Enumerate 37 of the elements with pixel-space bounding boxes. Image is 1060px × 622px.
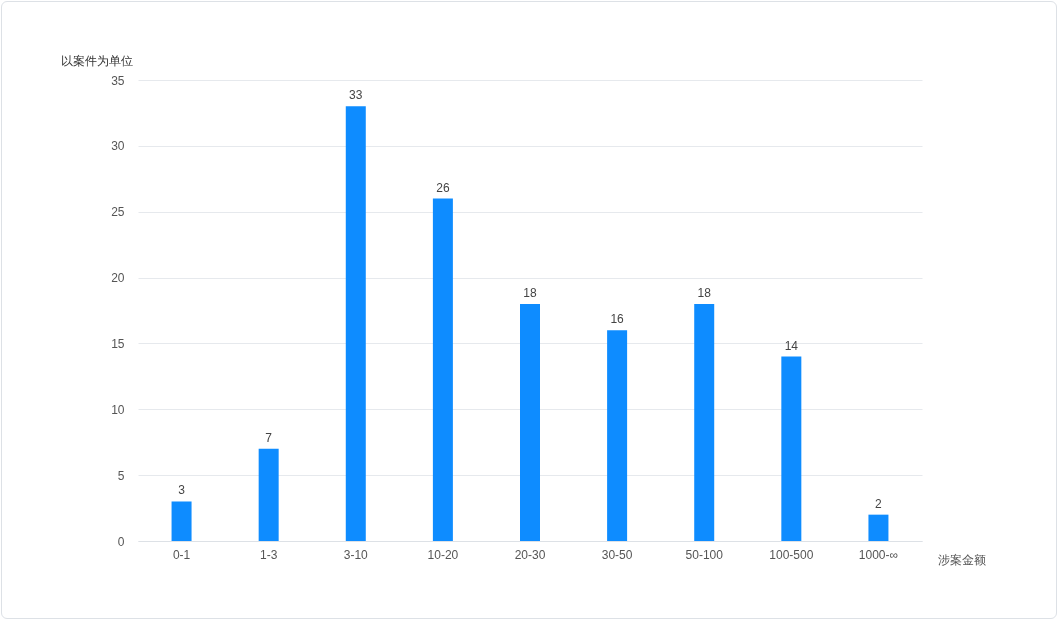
x-tick-label: 100-500 bbox=[769, 547, 814, 562]
bar bbox=[781, 356, 802, 541]
x-tick-label: 1000-∞ bbox=[858, 547, 899, 562]
data-label: 33 bbox=[349, 88, 363, 103]
bar bbox=[868, 514, 889, 541]
bar bbox=[171, 501, 192, 541]
data-label: 14 bbox=[784, 338, 799, 353]
bar bbox=[432, 198, 453, 541]
y-tick-label: 30 bbox=[111, 139, 125, 154]
y-tick-label: 5 bbox=[117, 468, 125, 483]
y-tick-label: 15 bbox=[111, 336, 125, 351]
data-label: 26 bbox=[436, 180, 450, 195]
y-tick-label: 10 bbox=[111, 402, 125, 417]
bar bbox=[520, 303, 540, 541]
x-tick-label: 30-50 bbox=[601, 547, 633, 562]
data-label: 7 bbox=[265, 430, 273, 445]
y-tick-label: 35 bbox=[111, 73, 125, 88]
bar bbox=[345, 106, 366, 541]
bar bbox=[694, 303, 715, 541]
x-tick-label: 50-100 bbox=[685, 547, 724, 562]
bar bbox=[607, 330, 628, 541]
x-tick-label: 20-30 bbox=[514, 547, 546, 562]
x-tick-label: 0-1 bbox=[172, 547, 191, 562]
data-label: 2 bbox=[875, 496, 883, 511]
bar bbox=[258, 448, 279, 541]
data-label: 18 bbox=[523, 285, 537, 300]
y-tick-label: 0 bbox=[117, 534, 125, 549]
data-label: 18 bbox=[697, 285, 712, 300]
y-tick-label: 25 bbox=[111, 205, 125, 220]
x-axis-title: 涉案金额 bbox=[937, 552, 986, 567]
x-tick-label: 1-3 bbox=[259, 547, 278, 562]
y-tick-label: 20 bbox=[111, 271, 125, 286]
y-axis-title: 以案件为单位 bbox=[60, 53, 133, 68]
x-tick-label: 3-10 bbox=[343, 547, 369, 562]
data-label: 3 bbox=[178, 483, 186, 498]
data-label: 16 bbox=[610, 312, 625, 327]
x-tick-label: 10-20 bbox=[427, 547, 459, 562]
